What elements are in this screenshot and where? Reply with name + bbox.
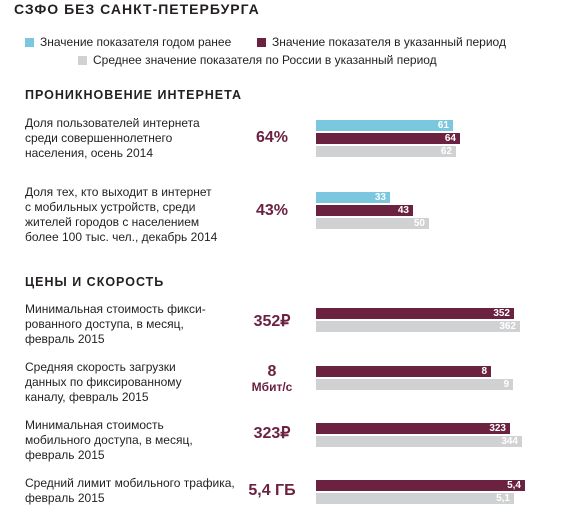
bar-value-label: 62: [440, 146, 452, 157]
bar-avg: 5,1: [316, 493, 514, 504]
headline-number: 8: [267, 363, 277, 380]
headline-number: 5,4 ГБ: [248, 482, 296, 499]
bar-value-label: 64: [444, 133, 456, 144]
bar-avg: 362: [316, 321, 520, 332]
bar-cur: 323: [316, 423, 510, 434]
bar-cur: 352: [316, 308, 514, 319]
headline-value: 352₽: [237, 314, 307, 330]
bar-value-label: 9: [503, 379, 509, 390]
indicator-label: Доля пользователей интернета среди совер…: [25, 116, 200, 160]
section-title-internet: ПРОНИКНОВЕНИЕ ИНТЕРНЕТА: [25, 88, 243, 102]
bar-value-label: 5,1: [496, 493, 510, 504]
bar-value-label: 344: [501, 436, 518, 447]
bar-cur: 64: [316, 133, 460, 144]
bar-avg: 62: [316, 146, 456, 157]
bar-cur: 5,4: [316, 480, 525, 491]
bar-cur: 8: [316, 366, 491, 377]
headline-value: 64%: [237, 130, 307, 146]
chart-title: СЗФО БЕЗ САНКТ-ПЕТЕРБУРГА: [14, 1, 260, 17]
bar-avg: 50: [316, 218, 429, 229]
bar-value-label: 61: [437, 120, 449, 131]
bar-value-label: 50: [413, 218, 425, 229]
legend-label-avg: Среднее значение показателя по России в …: [93, 53, 437, 67]
legend-label-prev: Значение показателя годом ранее: [40, 35, 232, 49]
headline-value: 323₽: [237, 426, 307, 442]
headline-number: 352₽: [253, 313, 291, 330]
legend-label-cur: Значение показателя в указанный период: [272, 35, 506, 49]
bar-value-label: 323: [489, 423, 506, 434]
section-title-price: ЦЕНЫ И СКОРОСТЬ: [25, 275, 165, 289]
bar-value-label: 8: [481, 366, 487, 377]
legend-item-prev: Значение показателя годом ранее: [25, 35, 231, 49]
indicator-label: Доля тех, кто выходит в интернет с мобил…: [25, 185, 218, 244]
headline-value: 8 Мбит/с: [237, 363, 307, 395]
headline-number: 323₽: [253, 425, 291, 442]
bar-prev: 33: [316, 192, 390, 203]
bar-value-label: 43: [397, 205, 409, 216]
bar-avg: 9: [316, 379, 513, 390]
bar-value-label: 352: [493, 308, 510, 319]
headline-value: 43%: [237, 203, 307, 219]
indicator-label: Средний лимит мобильного трафика, феврал…: [25, 476, 235, 505]
indicator-label: Минимальная стоимость мобильного доступа…: [25, 418, 193, 462]
indicator-label: Средняя скорость загрузки данных по фикс…: [25, 360, 182, 404]
bar-value-label: 5,4: [507, 480, 521, 491]
headline-unit: Мбит/с: [251, 380, 293, 394]
headline-number: 64%: [255, 129, 289, 146]
bar-avg: 344: [316, 436, 522, 447]
legend-item-avg: Среднее значение показателя по России в …: [78, 53, 437, 67]
headline-number: 43%: [255, 202, 289, 219]
bar-cur: 43: [316, 205, 413, 216]
indicator-label: Минимальная стоимость фикси- рованного д…: [25, 302, 206, 346]
bar-prev: 61: [316, 120, 453, 131]
legend-item-cur: Значение показателя в указанный период: [257, 35, 506, 49]
legend-swatch-avg: [78, 55, 87, 65]
bar-value-label: 33: [374, 192, 386, 203]
headline-value: 5,4 ГБ: [237, 483, 307, 499]
bar-value-label: 362: [499, 321, 516, 332]
legend-swatch-prev: [25, 37, 34, 47]
legend-swatch-cur: [257, 37, 266, 47]
